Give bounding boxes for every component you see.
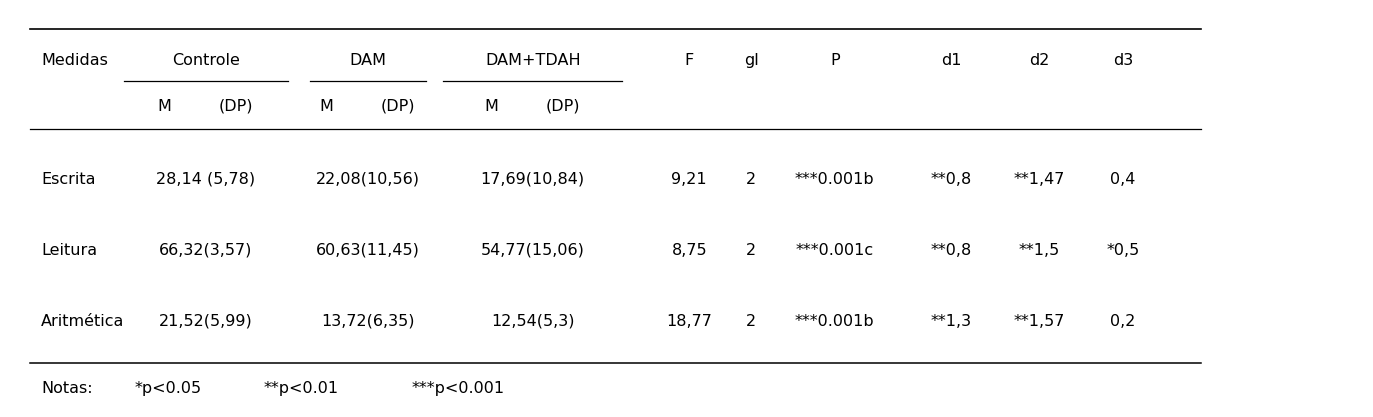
Text: 13,72(6,35): 13,72(6,35) bbox=[321, 314, 415, 329]
Text: 17,69(10,84): 17,69(10,84) bbox=[481, 172, 585, 187]
Text: **1,47: **1,47 bbox=[1013, 172, 1065, 187]
Text: P: P bbox=[829, 53, 840, 68]
Text: 60,63(11,45): 60,63(11,45) bbox=[316, 243, 420, 258]
Text: Escrita: Escrita bbox=[41, 172, 96, 187]
Text: d2: d2 bbox=[1030, 53, 1049, 68]
Text: 0,4: 0,4 bbox=[1111, 172, 1135, 187]
Text: 21,52(5,99): 21,52(5,99) bbox=[159, 314, 253, 329]
Text: *0,5: *0,5 bbox=[1107, 243, 1140, 258]
Text: **1,3: **1,3 bbox=[931, 314, 972, 329]
Text: **1,5: **1,5 bbox=[1019, 243, 1060, 258]
Text: **p<0.01: **p<0.01 bbox=[264, 381, 339, 396]
Text: F: F bbox=[685, 53, 693, 68]
Text: Leitura: Leitura bbox=[41, 243, 97, 258]
Text: 54,77(15,06): 54,77(15,06) bbox=[481, 243, 585, 258]
Text: (DP): (DP) bbox=[380, 99, 416, 114]
Text: **1,57: **1,57 bbox=[1013, 314, 1065, 329]
Text: 18,77: 18,77 bbox=[666, 314, 713, 329]
Text: *p<0.05: *p<0.05 bbox=[135, 381, 202, 396]
Text: ***0.001b: ***0.001b bbox=[795, 172, 875, 187]
Text: 12,54(5,3): 12,54(5,3) bbox=[492, 314, 574, 329]
Text: 2: 2 bbox=[746, 314, 757, 329]
Text: 66,32(3,57): 66,32(3,57) bbox=[159, 243, 253, 258]
Text: 2: 2 bbox=[746, 172, 757, 187]
Text: (DP): (DP) bbox=[218, 99, 254, 114]
Text: Controle: Controle bbox=[172, 53, 240, 68]
Text: **0,8: **0,8 bbox=[931, 243, 972, 258]
Text: ***0.001b: ***0.001b bbox=[795, 314, 875, 329]
Text: **0,8: **0,8 bbox=[931, 172, 972, 187]
Text: 28,14 (5,78): 28,14 (5,78) bbox=[157, 172, 255, 187]
Text: ***p<0.001: ***p<0.001 bbox=[412, 381, 505, 396]
Text: DAM: DAM bbox=[350, 53, 386, 68]
Text: 0,2: 0,2 bbox=[1111, 314, 1135, 329]
Text: M: M bbox=[320, 99, 334, 114]
Text: Medidas: Medidas bbox=[41, 53, 108, 68]
Text: d1: d1 bbox=[942, 53, 961, 68]
Text: gl: gl bbox=[744, 53, 758, 68]
Text: 8,75: 8,75 bbox=[671, 243, 707, 258]
Text: 2: 2 bbox=[746, 243, 757, 258]
Text: ***0.001c: ***0.001c bbox=[796, 243, 873, 258]
Text: M: M bbox=[158, 99, 172, 114]
Text: 9,21: 9,21 bbox=[671, 172, 707, 187]
Text: 22,08(10,56): 22,08(10,56) bbox=[316, 172, 420, 187]
Text: Notas:: Notas: bbox=[41, 381, 93, 396]
Text: Aritmética: Aritmética bbox=[41, 314, 125, 329]
Text: d3: d3 bbox=[1114, 53, 1133, 68]
Text: (DP): (DP) bbox=[545, 99, 581, 114]
Text: DAM+TDAH: DAM+TDAH bbox=[485, 53, 581, 68]
Text: M: M bbox=[485, 99, 498, 114]
